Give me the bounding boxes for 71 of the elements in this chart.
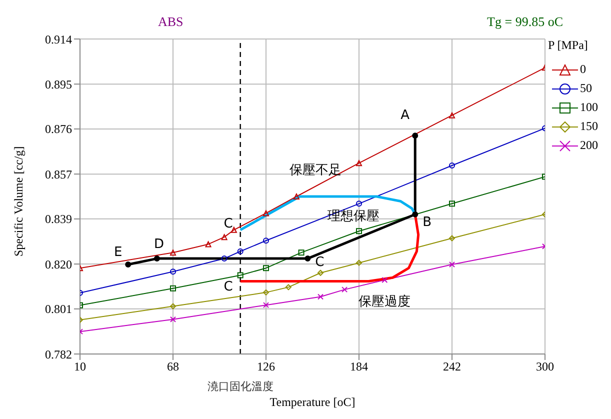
annotation: 理想保壓 [327,208,380,224]
annotation: 保壓不足 [290,163,342,178]
point [449,235,455,242]
annotation: B [422,214,432,230]
point [125,262,132,268]
y-tick-label: 0.782 [45,347,72,362]
legend-label: 50 [580,81,592,96]
y-tick-label: 0.801 [45,302,72,316]
x-tick-label: 68 [167,360,179,374]
point [263,265,269,272]
chart-title: ABS [158,14,184,30]
point [263,238,269,244]
ref-line-label: 澆口固化溫度 [207,380,274,393]
point [170,250,176,256]
point [304,256,311,262]
point [356,200,362,207]
point [205,241,212,248]
point [356,260,362,266]
point [263,289,269,296]
point [170,316,176,322]
point [221,234,228,240]
point [170,303,176,310]
point [412,132,418,139]
point [449,162,455,168]
point [412,211,418,218]
point [318,294,324,300]
point [237,272,244,278]
point [298,250,304,256]
point [318,270,324,276]
point [356,160,362,166]
point [382,277,388,284]
annotation: C [315,255,324,270]
x-axis-title: Temperature [oC] [270,395,356,409]
point [263,302,269,308]
chart-subtitle: Tg = 99.85 oC [487,14,563,30]
annotation: C [224,216,233,232]
annotation: D [154,237,164,252]
point [230,226,237,233]
y-tick-label: 0.876 [45,122,72,136]
x-tick-label: 126 [257,360,275,374]
point [356,228,362,234]
y-tick-label: 0.857 [45,167,72,182]
y-axis-title: Specific Volume [cc/g] [11,146,26,256]
point [285,284,292,290]
legend-label: 200 [580,138,598,153]
x-tick-label: 300 [536,360,554,374]
point [342,286,348,293]
annotation: A [400,108,410,124]
legend-title: P [MPa] [548,38,588,53]
x-tick-label: 242 [443,360,461,374]
legend-label: 150 [580,119,598,134]
point [170,268,176,275]
x-tick-label: 184 [350,360,368,374]
y-tick-label: 0.914 [45,32,72,46]
annotation: 保壓過度 [358,294,411,310]
point [221,256,228,262]
point [170,285,176,292]
y-tick-label: 0.820 [45,257,72,272]
y-tick-label: 0.839 [45,212,72,226]
y-tick-label: 0.895 [45,77,72,92]
point [237,248,244,254]
legend-label: 100 [580,100,598,115]
point [154,256,160,262]
point [449,112,455,118]
annotation: E [114,245,122,260]
legend-label: 0 [580,62,586,77]
annotation: C [224,280,233,295]
point [449,262,455,268]
point [449,200,455,207]
x-tick-label: 10 [74,360,86,374]
point [263,210,269,216]
